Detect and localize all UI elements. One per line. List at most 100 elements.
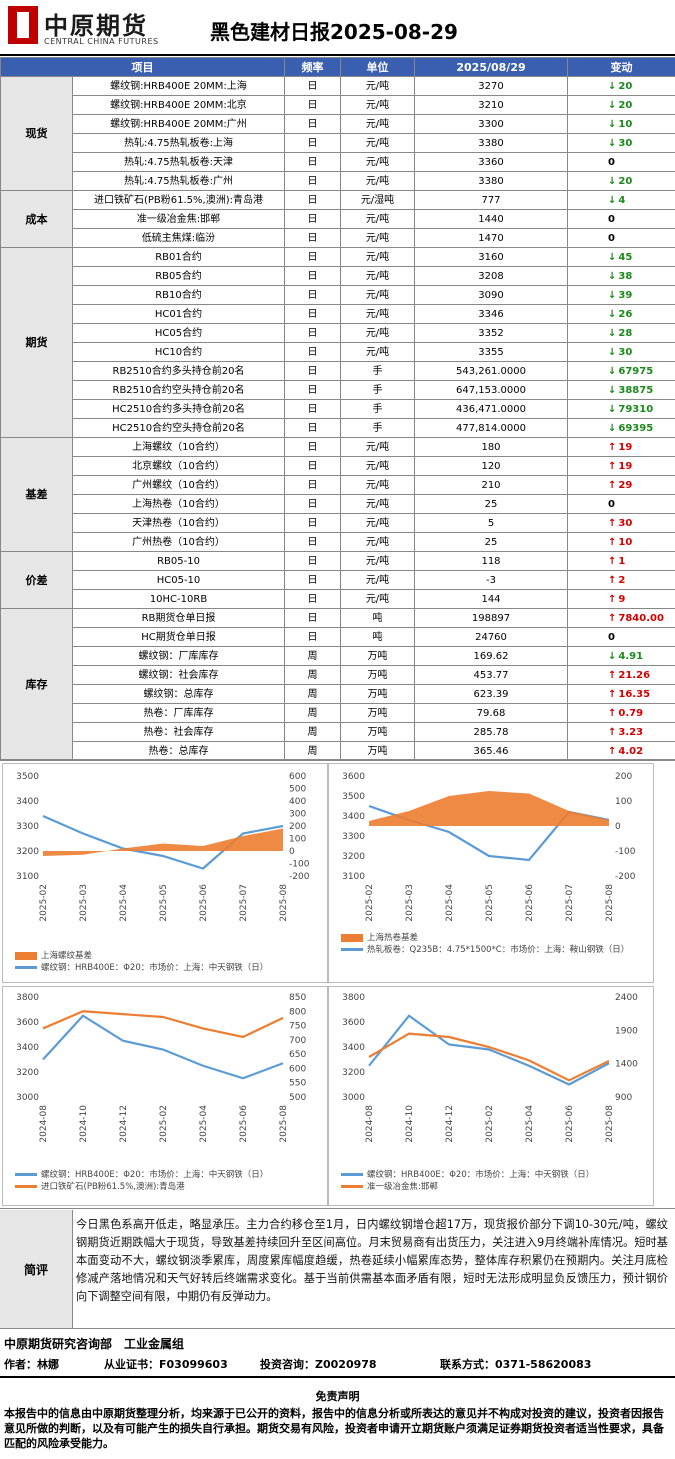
chart-svg: 3000 3200 3400 3600 3800 900 1400 1900 2400 2024-… (342, 993, 638, 1143)
x-tick-label: 2025-02 (159, 1105, 169, 1143)
freq-cell: 日 (284, 627, 341, 647)
change-cell: ↓ 69395 (567, 418, 675, 438)
change-cell: ↑ 16.35 (567, 684, 675, 704)
category-cell: 现货 (0, 76, 73, 191)
freq-cell: 日 (284, 171, 341, 191)
x-tick-label: 2025-06 (565, 1105, 575, 1143)
change-cell: ↓ 20 (567, 171, 675, 191)
legend-label: 螺纹钢：HRB400E：Φ20：市场价：上海：中天钢铁（日） (41, 1170, 269, 1180)
unit-cell: 手 (340, 361, 415, 381)
value-cell: 25 (414, 494, 568, 514)
item-cell: HC05合约 (72, 323, 285, 343)
value-cell: 25 (414, 532, 568, 552)
value-cell: 647,153.0000 (414, 380, 568, 400)
legend-item: 螺纹钢：HRB400E：Φ20：市场价：上海：中天钢铁（日） (341, 1169, 651, 1181)
change-value: 4.02 (618, 745, 644, 757)
change-cell: ↑ 2 (567, 570, 675, 590)
arrow-up-icon: ↑ (608, 688, 617, 700)
change-value: 0.79 (618, 707, 644, 719)
y-tick-label-right: 800 (289, 1007, 306, 1017)
consulting: 投资咨询：Z0020978 (260, 1356, 377, 1372)
item-cell: 进口铁矿石(PB粉61.5%,澳洲):青岛港 (72, 190, 285, 210)
item-cell: 低硫主焦煤:临汾 (72, 228, 285, 248)
arrow-down-icon: ↓ (608, 346, 617, 358)
item-cell: RB期货仓单日报 (72, 608, 285, 628)
consult-number: Z0020978 (315, 1358, 377, 1371)
item-cell: 广州螺纹（10合约） (72, 475, 285, 495)
item-cell: 螺纹钢：社会库存 (72, 665, 285, 685)
item-cell: 螺纹钢:HRB400E 20MM:上海 (72, 76, 285, 96)
change-value: 26 (618, 308, 633, 320)
y-tick-label-right: 100 (289, 835, 306, 845)
chart-legend: 上海螺纹基差 螺纹钢：HRB400E：Φ20：市场价：上海：中天钢铁（日） (15, 950, 325, 974)
x-tick-label: 2025-08 (279, 1105, 289, 1143)
x-tick-label: 2024-08 (365, 1105, 375, 1143)
freq-cell: 日 (284, 209, 341, 229)
freq-cell: 周 (284, 722, 341, 742)
value-cell: 3208 (414, 266, 568, 286)
table-row: 库存 RB期货仓单日报日吨 198897 ↑ 7840.00 (0, 608, 675, 761)
commentary-text: 今日黑色系高开低走，略显承压。主力合约移仓至1月，日内螺纹钢增仓超17万，现货报… (76, 1218, 668, 1303)
change-value: 10 (618, 118, 633, 130)
x-tick-label: 2025-08 (605, 884, 615, 922)
change-value: 0 (608, 232, 615, 244)
change-cell: ↑ 10 (567, 532, 675, 552)
change-value: 30 (618, 517, 633, 529)
x-tick-label: 2024-12 (119, 1105, 129, 1143)
data-table: 项目 频率 单位 2025/08/29 变动 现货 螺纹钢:HRB400E 20M… (0, 57, 675, 761)
freq-cell: 日 (284, 475, 341, 495)
consult-label: 投资咨询： (260, 1358, 315, 1371)
table-row: 螺纹钢:HRB400E 20MM:北京日元/吨 3210 ↓ 20 (1, 95, 675, 115)
table-row: 期货 RB01合约日元/吨 3160 ↓ 45 (0, 247, 675, 438)
value-cell: 3210 (414, 95, 568, 115)
x-tick-label: 2025-06 (199, 884, 209, 922)
table-row: 10HC-10RB 日元/吨 144 ↑ 9 (1, 589, 675, 609)
arrow-up-icon: ↑ (608, 555, 617, 567)
legend-label: 上海热卷基差 (367, 933, 419, 943)
item-cell: 螺纹钢:HRB400E 20MM:广州 (72, 114, 285, 134)
freq-cell: 日 (284, 342, 341, 362)
chart-legend: 上海热卷基差 热轧板卷：Q235B：4.75*1500*C：市场价：上海：鞍山钢… (341, 932, 651, 956)
legend-item: 上海螺纹基差 (15, 950, 325, 962)
category-cell: 库存 (0, 608, 73, 761)
change-cell: ↑ 19 (567, 456, 675, 476)
chart-rebar-basis: 3100 3200 3300 3400 3500 -200 -100 0 100 200 300 40… (2, 763, 328, 983)
unit-cell: 元/吨 (340, 285, 415, 305)
item-cell: RB2510合约多头持仓前20名 (72, 361, 285, 381)
y-tick-label-left: 3200 (16, 847, 39, 857)
change-value: 38875 (618, 384, 654, 396)
freq-cell: 日 (284, 456, 341, 476)
unit-cell: 元/吨 (340, 342, 415, 362)
arrow-up-icon: ↑ (608, 726, 617, 738)
item-cell: RB10合约 (72, 285, 285, 305)
freq-cell: 日 (284, 304, 341, 324)
arrow-up-icon: ↑ (608, 441, 617, 453)
unit-cell: 万吨 (340, 703, 415, 723)
report-header: 中原期货 CENTRAL CHINA FUTURES 黑色建材日报2025-08… (0, 0, 675, 56)
x-tick-label: 2025-07 (565, 884, 575, 922)
x-tick-label: 2025-06 (239, 1105, 249, 1143)
change-cell: ↓ 20 (567, 95, 675, 115)
value-cell: 3300 (414, 114, 568, 134)
change-value: 20 (618, 80, 633, 92)
freq-cell: 周 (284, 646, 341, 666)
company-logo-icon (8, 6, 38, 44)
item-cell: 热轧:4.75热轧板卷:天津 (72, 152, 285, 172)
item-cell: 天津热卷（10合约） (72, 513, 285, 533)
series-area (369, 791, 609, 826)
table-row: HC05合约日元/吨 3352 ↓ 28 (1, 323, 675, 343)
change-cell: ↑ 29 (567, 475, 675, 495)
change-cell: 0 (567, 152, 675, 172)
y-tick-label-left: 3200 (342, 852, 365, 862)
series-area (43, 828, 283, 856)
y-tick-label-left: 3600 (342, 772, 365, 782)
table-row: 价差 RB05-10 日元/吨 118 ↑ 1 (0, 551, 675, 609)
change-value: 38 (618, 270, 633, 282)
table-row: 天津热卷（10合约）日元/吨 5 ↑ 30 (1, 513, 675, 533)
table-row: 准一级冶金焦:邯郸日元/吨 1440 0 (1, 209, 675, 229)
change-cell: ↓ 38 (567, 266, 675, 286)
category-cell: 基差 (0, 437, 73, 552)
arrow-down-icon: ↓ (608, 80, 617, 92)
arrow-down-icon: ↓ (608, 384, 617, 396)
series-line (368, 1014, 610, 1086)
